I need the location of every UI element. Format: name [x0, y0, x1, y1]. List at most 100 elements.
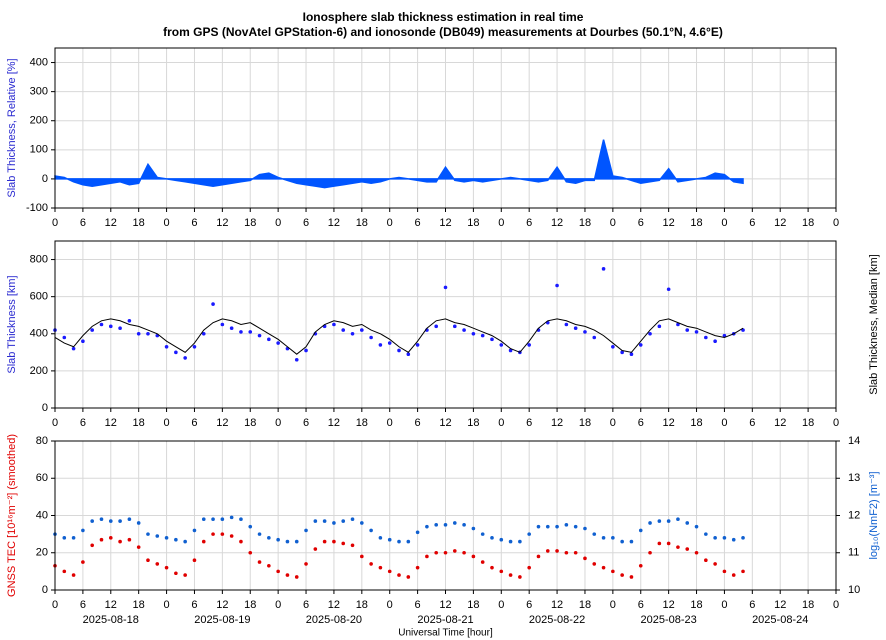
point: [267, 563, 271, 568]
point: [601, 565, 606, 570]
x-tick-label: 12: [551, 417, 563, 429]
point: [425, 554, 429, 559]
x-tick-label: 6: [638, 217, 644, 229]
x-tick-label: 12: [774, 217, 786, 229]
point: [322, 539, 327, 544]
point: [378, 343, 383, 347]
x-tick-label: 6: [526, 217, 532, 229]
x-tick-label: 0: [610, 599, 616, 611]
point: [573, 326, 578, 331]
point: [666, 287, 671, 292]
x-tick-label: 12: [774, 599, 786, 611]
y-tick-label: -100: [26, 202, 48, 214]
point: [118, 519, 122, 523]
y2-axis-label: log₁₀(NmF2) [m⁻³]: [868, 471, 880, 559]
point: [397, 573, 401, 577]
x-tick-label: 6: [303, 417, 309, 429]
x-tick-label: 12: [551, 217, 563, 229]
point: [239, 330, 243, 334]
point: [192, 558, 197, 562]
x-tick-label: 0: [275, 599, 281, 611]
x-tick-label: 12: [105, 417, 117, 429]
point: [211, 302, 215, 306]
point: [611, 344, 615, 349]
point: [90, 519, 94, 523]
x-tick-label: 0: [833, 417, 839, 429]
point: [257, 560, 262, 564]
x-tick-label: 0: [52, 599, 58, 611]
point: [164, 565, 169, 570]
point: [220, 532, 225, 536]
point: [332, 322, 336, 327]
point: [360, 328, 364, 332]
y-axis-label: GNSS TEC [10¹⁶m⁻²] (smoothed): [6, 434, 18, 597]
point: [71, 536, 76, 540]
x-tick-label: 6: [80, 217, 86, 229]
point: [657, 541, 662, 546]
point: [685, 521, 690, 525]
x-tick-label: 0: [498, 217, 504, 229]
x-tick-label: 6: [80, 599, 86, 611]
point: [741, 569, 745, 574]
y-axis-label: Slab Thickness [km]: [6, 275, 18, 373]
point: [490, 536, 494, 540]
point: [136, 521, 141, 525]
y2-tick-label: 13: [848, 472, 860, 484]
point: [127, 517, 132, 522]
point: [406, 352, 411, 356]
point: [713, 339, 717, 344]
x-tick-label: 18: [244, 417, 256, 429]
point: [583, 556, 587, 561]
point: [71, 573, 76, 577]
y-axis-label: Slab Thickness, Relative [%]: [6, 58, 18, 197]
x-tick-label: 18: [244, 599, 256, 611]
x-tick-label: 0: [721, 599, 727, 611]
x-tick-label: 6: [526, 599, 532, 611]
x-tick-label: 6: [415, 599, 421, 611]
point: [592, 562, 597, 566]
y2-tick-label: 14: [848, 435, 860, 447]
point: [387, 537, 392, 542]
point: [555, 524, 559, 529]
point: [62, 335, 67, 340]
y-tick-label: 20: [36, 547, 48, 559]
x-tick-label: 0: [387, 217, 393, 229]
point: [490, 565, 494, 570]
point: [629, 575, 634, 579]
point: [564, 523, 569, 527]
point: [81, 339, 85, 344]
point: [360, 554, 364, 559]
point: [211, 532, 215, 536]
point: [276, 341, 280, 345]
point: [452, 521, 457, 525]
plot-frame: [54, 440, 837, 591]
point: [490, 337, 494, 342]
x-tick-label: 18: [244, 217, 256, 229]
x-tick-label: 12: [105, 217, 117, 229]
point: [155, 562, 160, 566]
point: [369, 528, 373, 533]
point: [276, 537, 280, 542]
x-tick-label: 0: [52, 417, 58, 429]
x-tick-label: 18: [579, 599, 591, 611]
point: [638, 343, 643, 347]
point: [267, 536, 271, 540]
point: [648, 521, 652, 525]
point: [99, 517, 104, 522]
point: [350, 543, 355, 548]
point: [164, 344, 169, 349]
point: [108, 324, 113, 329]
point: [434, 523, 439, 527]
y-tick-label: 40: [36, 509, 48, 521]
y-tick-label: 200: [30, 115, 48, 127]
point: [99, 322, 104, 327]
point: [611, 569, 615, 574]
point: [220, 322, 225, 327]
point: [527, 532, 531, 536]
point: [248, 330, 253, 334]
point: [369, 335, 373, 340]
point: [155, 534, 160, 538]
point: [518, 575, 522, 579]
